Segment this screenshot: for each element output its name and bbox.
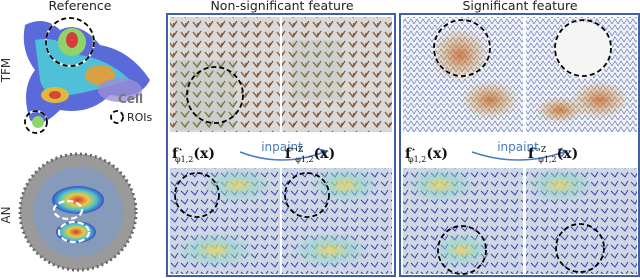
header: Reference xyxy=(49,0,112,13)
tfm-reference xyxy=(23,16,150,135)
formula-part: (x) xyxy=(557,146,579,162)
row-label: AN xyxy=(0,206,13,223)
formula-part: φ1,2 xyxy=(175,155,193,164)
arrow xyxy=(471,151,565,161)
formula: f¬Z φ1,2(x) xyxy=(528,145,578,164)
arrow-label: inpaint xyxy=(261,140,303,154)
formula-part: ¬Z xyxy=(534,145,547,154)
formula-part: ⋆ xyxy=(178,145,183,154)
formula-part: φ1,2 xyxy=(295,155,313,164)
row-label: TFM xyxy=(0,58,13,84)
header: Significant feature xyxy=(462,0,577,13)
formula-part: ¬Z xyxy=(291,145,304,154)
legend-roi xyxy=(110,110,124,124)
arrow-label: inpaint xyxy=(497,140,539,154)
formula-part: φ1,2 xyxy=(538,155,556,164)
formula-part: (x) xyxy=(193,146,215,162)
formula: f⋆ φ1,2(x) xyxy=(405,145,448,164)
panel-frame xyxy=(399,13,640,277)
legend-label: ROIs xyxy=(127,111,153,124)
header: Non-significant feature xyxy=(210,0,353,13)
formula: f⋆ φ1,2(x) xyxy=(172,145,215,164)
legend-label: Cell xyxy=(118,92,143,106)
formula-part: f xyxy=(528,146,535,162)
formula-part: ⋆ xyxy=(411,145,416,154)
arrow xyxy=(239,151,325,161)
formula-part: f xyxy=(172,146,179,162)
panel-frame xyxy=(166,13,396,277)
formula-part: f xyxy=(285,146,292,162)
formula-part: φ1,2 xyxy=(408,155,426,164)
formula-part: (x) xyxy=(314,146,336,162)
formula-part: f xyxy=(405,146,412,162)
formula-part: (x) xyxy=(426,146,448,162)
formula: f¬Z φ1,2(x) xyxy=(285,145,335,164)
an-reference xyxy=(18,152,138,272)
